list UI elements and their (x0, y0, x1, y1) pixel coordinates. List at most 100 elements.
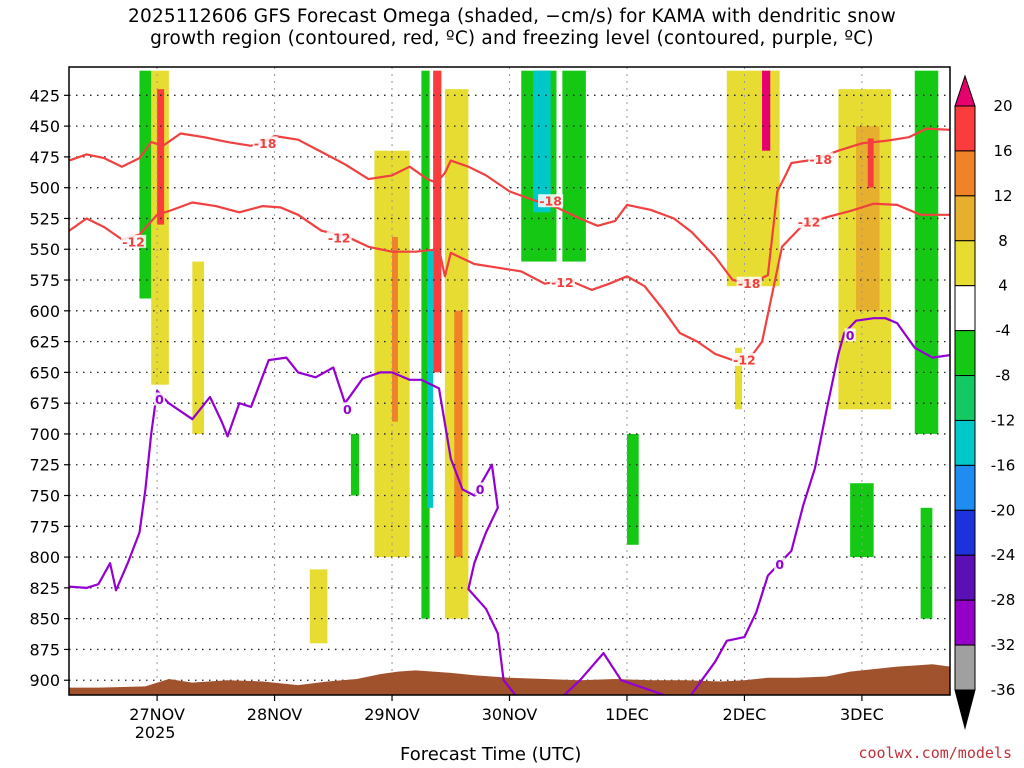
colorbar-label-20: 20 (993, 97, 1012, 115)
colorbar-seg-16 (954, 150, 976, 197)
colorbar-seg--32 (954, 644, 976, 691)
omega-region-8 (421, 70, 430, 619)
contour-label-4: -12 (122, 234, 145, 249)
omega-region-23 (850, 483, 874, 558)
x-tick-label-29NOV: 29NOV (364, 705, 420, 724)
colorbar-label--12: -12 (991, 411, 1016, 429)
contour-layer (69, 127, 950, 695)
colorbar-label--16: -16 (991, 456, 1016, 474)
colorbar-label--20: -20 (991, 501, 1016, 519)
omega-region-0 (151, 70, 169, 385)
title-line-2: growth region (contoured, red, ºC) and f… (150, 28, 874, 49)
y-tick-label-900: 900 (29, 671, 60, 690)
omega-region-17 (726, 70, 780, 287)
contour-label-bg-10 (341, 402, 353, 416)
colorbar-label-8: 8 (998, 232, 1008, 250)
contour-label-13: 0 (846, 328, 855, 343)
x-tick-label-2DEC: 2DEC (723, 705, 767, 724)
y-tick-label-875: 875 (29, 640, 60, 659)
y-tick-label-425: 425 (29, 86, 60, 105)
contour-label-2: -18 (738, 276, 761, 291)
omega-region-12 (454, 310, 463, 558)
contour-label-12: 0 (775, 557, 784, 572)
contour-label-bg-5 (326, 231, 352, 245)
y-tick-label-450: 450 (29, 117, 60, 136)
omega-region-3 (192, 261, 205, 434)
y-tick-label-550: 550 (29, 240, 60, 259)
colorbar-seg--12 (954, 419, 976, 466)
x-tick-label-27NOV: 27NOV (129, 705, 185, 724)
contour-label-5: -12 (328, 231, 351, 246)
y-tick-label-650: 650 (29, 363, 60, 382)
omega-region-2 (139, 70, 152, 299)
omega-region-22 (867, 138, 874, 188)
y-tick-label-775: 775 (29, 517, 60, 536)
colorbar-seg-12 (954, 195, 976, 242)
y-tick-label-600: 600 (29, 302, 60, 321)
omega-region-4 (309, 569, 328, 644)
colorbar-label--8: -8 (996, 367, 1011, 385)
contour-label-10: 0 (343, 402, 352, 417)
x-tick-label-30NOV: 30NOV (482, 705, 538, 724)
colorbar-label-4: 4 (998, 277, 1008, 295)
contour-label-bg-13 (844, 328, 856, 342)
contour-label-bg-6 (549, 275, 575, 289)
y-tick-label-675: 675 (29, 394, 60, 413)
terrain-fill (69, 664, 950, 695)
omega-region-25 (920, 507, 933, 619)
colorbar-label--36: -36 (991, 681, 1016, 699)
x-axis-title: Forecast Time (UTC) (400, 744, 582, 765)
colorbar-label-12: 12 (993, 187, 1012, 205)
contour-labels: -18 -18 -18 -18 -12 -12 -12 -12 -12 0 0 0 0 0 (121, 136, 856, 572)
contour-label-11: 0 (476, 482, 485, 497)
colorbar-label--4: -4 (996, 322, 1011, 340)
contour-label-bg-0 (252, 136, 278, 150)
y-tick-label-800: 800 (29, 548, 60, 567)
colorbar-label--32: -32 (991, 636, 1016, 654)
y-tick-label-575: 575 (29, 271, 60, 290)
colorbar-seg--24 (954, 554, 976, 601)
contour-label-bg-1 (538, 194, 564, 208)
y-tick-label-525: 525 (29, 209, 60, 228)
contour-label-9: 0 (155, 392, 164, 407)
credit-link[interactable]: coolwx.com/models (858, 744, 1012, 762)
colorbar-label--24: -24 (991, 546, 1016, 564)
colorbar-seg--8 (954, 375, 976, 421)
omega-region-16 (626, 433, 639, 545)
colorbar-label--28: -28 (991, 591, 1016, 609)
contour-label-bg-8 (796, 215, 822, 229)
colorbar-seg--28 (954, 599, 976, 646)
colorbar-seg-4 (954, 285, 976, 332)
contour-label-bg-3 (808, 152, 834, 166)
colorbar: -36 -32 -28 -24 -20 -16 -12 -8 -4 4 8 12 16 20 (954, 74, 1016, 730)
contour-label-7: -12 (733, 353, 756, 368)
contour-label-8: -12 (798, 215, 821, 230)
contour-label-1: -18 (539, 194, 562, 209)
colorbar-bottom-arrow (954, 689, 976, 730)
x-tick-label-3DEC: 3DEC (840, 705, 884, 724)
colorbar-seg--20 (954, 509, 976, 556)
contour-label-bg-12 (774, 557, 786, 571)
contour-label-bg-7 (731, 353, 757, 367)
y-tick-label-625: 625 (29, 333, 60, 352)
colorbar-top-arrow (954, 74, 976, 107)
y-tick-label-700: 700 (29, 425, 60, 444)
contour-label-bg-2 (736, 276, 762, 290)
omega-region-19 (762, 70, 771, 151)
contour-line-2 (69, 317, 950, 695)
y-tick-label-750: 750 (29, 487, 60, 506)
y-tick-label-850: 850 (29, 610, 60, 629)
colorbar-seg-20 (954, 105, 976, 152)
contour-label-bg-9 (153, 392, 165, 406)
x-tick-sublabel-27NOV: 2025 (135, 723, 176, 742)
chart-title: 2025112606 GFS Forecast Omega (shaded, −… (0, 6, 1024, 50)
omega-region-15 (562, 70, 586, 262)
contour-line-1 (69, 201, 950, 362)
omega-region-5 (350, 433, 360, 496)
omega-region-10 (433, 70, 442, 373)
contour-line-0 (69, 127, 950, 285)
contour-label-bg-4 (121, 234, 147, 248)
contour-label-6: -12 (551, 275, 574, 290)
